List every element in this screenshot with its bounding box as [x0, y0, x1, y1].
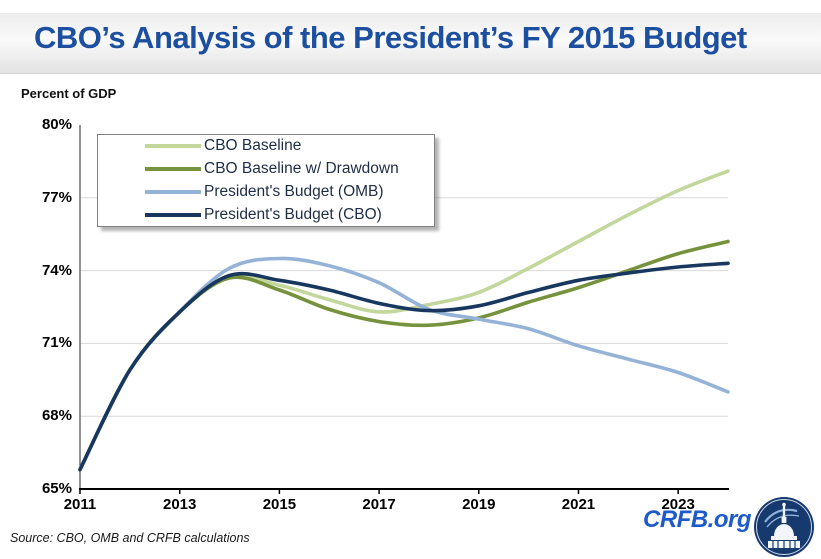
- y-tick-label: 80%: [41, 116, 72, 133]
- legend-item: CBO Baseline: [145, 136, 434, 157]
- y-tick-label: 65%: [41, 480, 72, 497]
- x-tick-label: 2019: [462, 496, 496, 513]
- legend-label: President's Budget (CBO): [204, 206, 382, 223]
- capitol-dome-logo-icon: [754, 497, 814, 557]
- y-tick-label: 68%: [41, 407, 72, 425]
- x-tick-label: 2015: [262, 496, 297, 513]
- y-axis-unit-label: Percent of GDP: [21, 86, 117, 101]
- legend-line-swatch: [145, 167, 201, 171]
- legend-line-swatch: [145, 144, 201, 148]
- legend-label: CBO Baseline: [204, 137, 302, 154]
- legend-label: President's Budget (OMB): [204, 183, 384, 200]
- legend-label: CBO Baseline w/ Drawdown: [204, 160, 399, 177]
- x-tick-label: 2017: [362, 496, 396, 513]
- series-line: [78, 239, 730, 472]
- x-tick-label: 2021: [561, 496, 596, 513]
- y-tick-label: 77%: [41, 188, 72, 206]
- series-line: [78, 261, 730, 472]
- source-note: Source: CBO, OMB and CRFB calculations: [10, 531, 250, 545]
- page-title: CBO’s Analysis of the President’s FY 201…: [34, 20, 747, 55]
- legend-item: President's Budget (CBO): [145, 205, 434, 226]
- legend-item: President's Budget (OMB): [145, 182, 434, 203]
- header-band: CBO’s Analysis of the President’s FY 201…: [0, 13, 821, 74]
- legend-item: CBO Baseline w/ Drawdown: [145, 159, 434, 180]
- legend-line-swatch: [145, 213, 201, 217]
- x-tick-label: 2011: [63, 496, 97, 513]
- y-tick-label: 71%: [41, 334, 72, 352]
- y-tick-label: 74%: [41, 261, 72, 279]
- legend-line-swatch: [145, 190, 201, 194]
- x-tick-label: 2013: [163, 496, 197, 513]
- crfb-url: CRFB.org: [643, 506, 751, 533]
- series-line: [78, 256, 730, 472]
- chart-legend: CBO Baseline CBO Baseline w/ Drawdown Pres…: [97, 134, 435, 227]
- x-tick-label: 2023: [661, 496, 695, 513]
